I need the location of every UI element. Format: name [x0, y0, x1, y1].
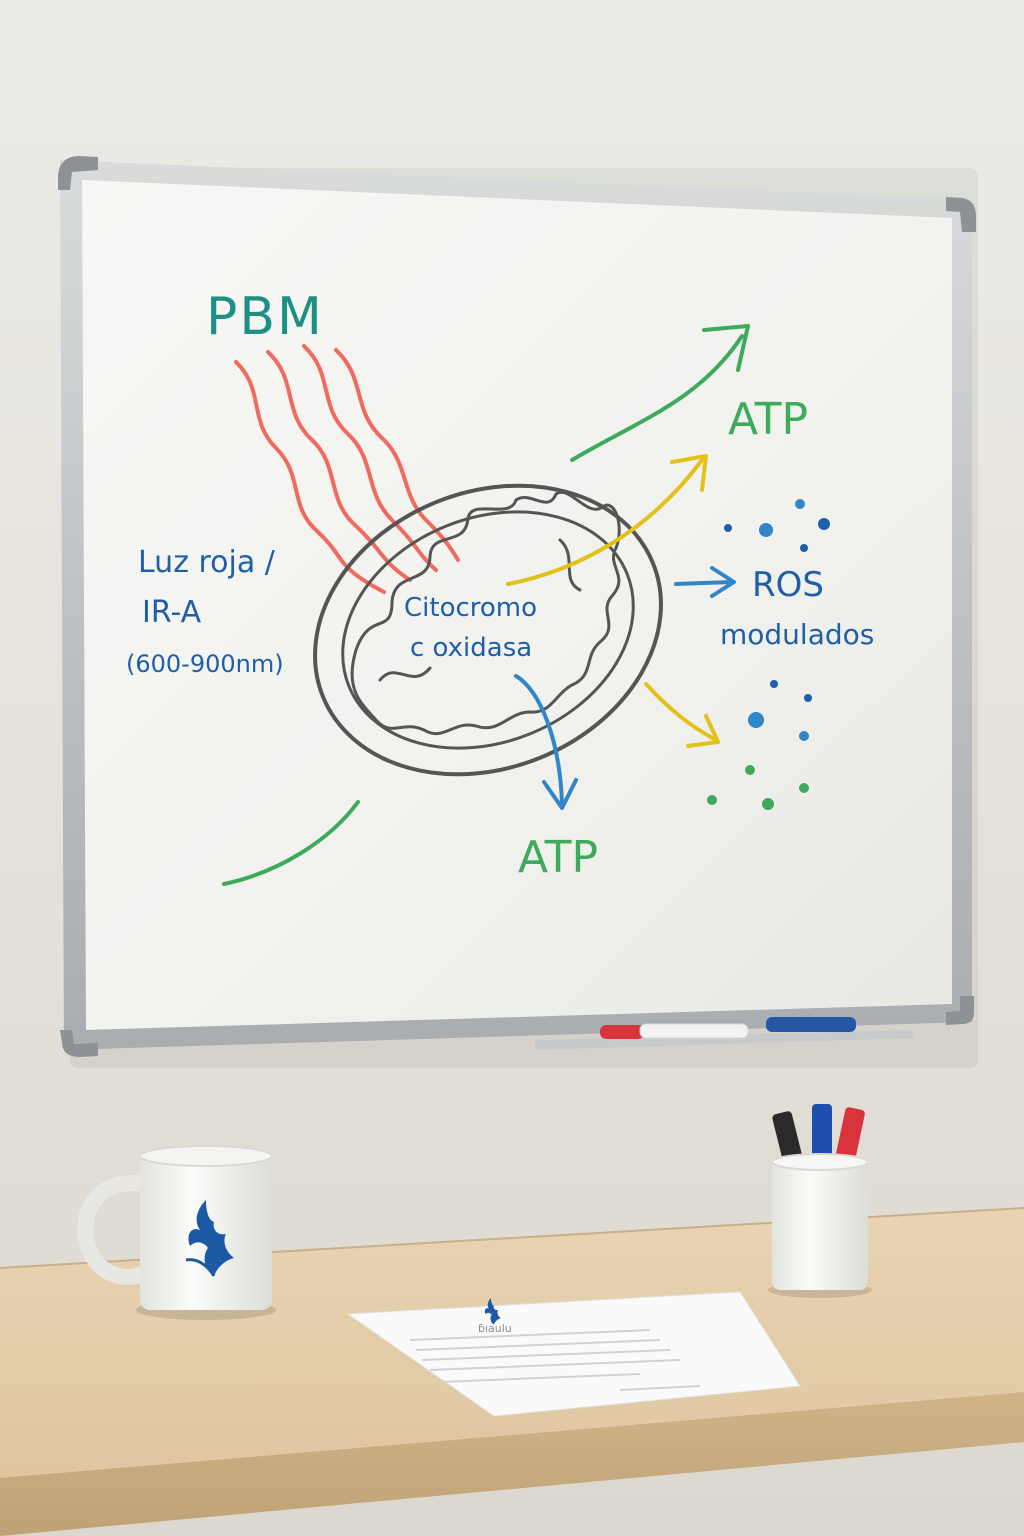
paper-heading: ɓıaulu: [478, 1322, 512, 1335]
desk-front-edge: [0, 1392, 1024, 1536]
blue-arrowhead-ros: [710, 566, 736, 598]
tray-marker-red: [600, 1025, 644, 1039]
frame-corner-top-left: [58, 156, 98, 190]
ros-dots: [707, 499, 830, 810]
atp-bottom-label: ATP: [518, 832, 598, 883]
green-arrowhead-top: [702, 324, 750, 372]
light-label-line2: IR-A: [142, 595, 202, 630]
atp-top-label: ATP: [728, 394, 808, 445]
mito-outer-membrane: [313, 483, 663, 777]
bird-logo-icon: [185, 1200, 234, 1277]
frame-corner-top-right: [946, 197, 976, 232]
pen-holder: [768, 1104, 872, 1298]
frame-corner-bottom-left: [60, 1030, 98, 1057]
light-label-line1: Luz roja /: [138, 545, 276, 580]
yellow-arrow-up: [506, 458, 704, 586]
yellow-arrowhead-down: [686, 714, 720, 748]
ros-label-line2: modulados: [720, 618, 874, 651]
blue-arrowhead-bottom: [542, 778, 578, 810]
blue-arrow-atp-bottom: [514, 674, 564, 806]
wavelength-label: (600-900nm): [126, 650, 284, 678]
mug: [77, 1145, 276, 1320]
mito-inner-membrane: [341, 510, 635, 750]
marker-tray: [534, 1030, 914, 1050]
pen-holder-cup: [772, 1160, 868, 1290]
mito-cristae: [350, 490, 621, 736]
green-stroke-bottom: [222, 800, 360, 886]
arrows: [222, 324, 750, 886]
paper-document: ɓıaulu: [346, 1291, 801, 1417]
bird-logo-icon: [484, 1298, 501, 1325]
yellow-arrow-down: [644, 682, 718, 742]
enzyme-label-line1: Citocromo: [404, 593, 537, 623]
frame-corner-bottom-right: [946, 996, 974, 1025]
ros-label-line1: ROS: [752, 565, 824, 605]
blue-arrow-ros: [674, 580, 734, 586]
green-arrow-atp-top: [570, 334, 744, 462]
tray-marker-white: [639, 1023, 749, 1039]
tray-marker-blue: [766, 1017, 856, 1032]
whiteboard-surface: [82, 180, 952, 1030]
yellow-arrowhead-up: [670, 454, 708, 492]
mug-handle: [77, 1174, 151, 1285]
enzyme-label-line2: c oxidasa: [410, 633, 532, 663]
paper-text-lines: [409, 1329, 701, 1391]
pbm-title: PBM: [206, 287, 324, 347]
